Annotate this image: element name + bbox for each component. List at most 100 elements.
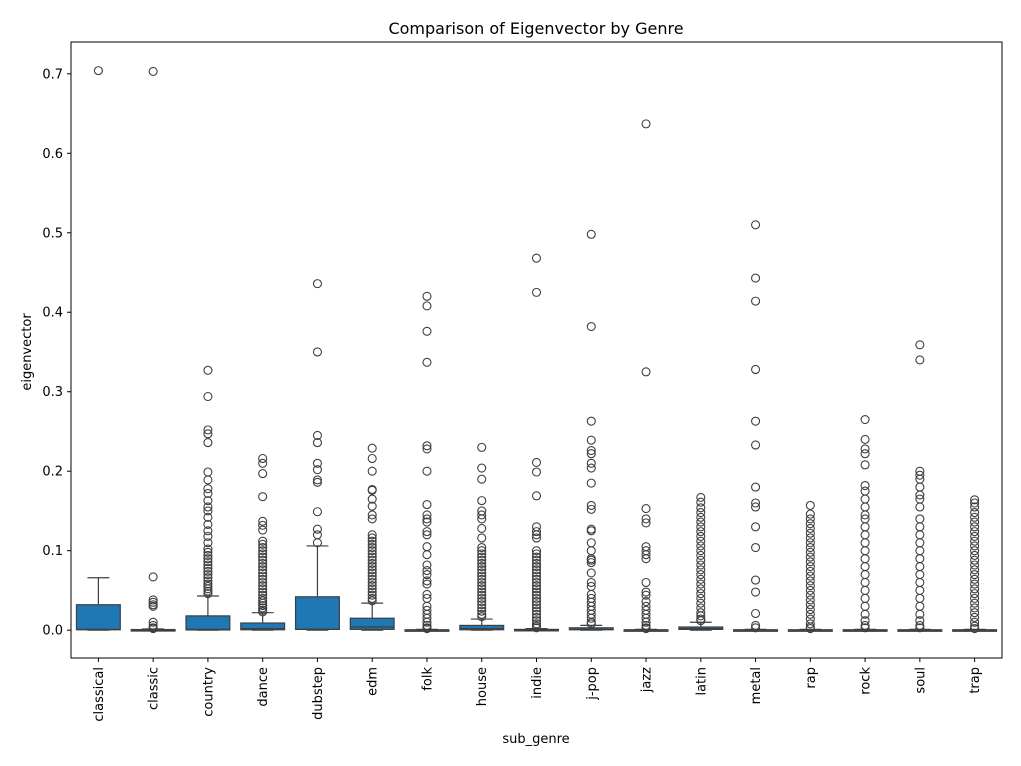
outlier-point <box>203 429 213 439</box>
outlier-point <box>586 558 596 568</box>
outlier-point <box>477 568 487 578</box>
outlier-point <box>696 527 706 537</box>
outlier-point <box>422 569 432 580</box>
outlier-point <box>477 587 487 597</box>
outlier-point <box>203 586 213 596</box>
outlier-point <box>586 416 596 426</box>
box-iqr <box>349 617 395 630</box>
outlier-point <box>860 510 870 520</box>
outlier-point <box>203 573 213 583</box>
outlier-point <box>586 619 596 629</box>
outlier-point <box>970 522 980 532</box>
outlier-point <box>805 600 815 610</box>
outlier-point <box>751 273 761 283</box>
outlier-point <box>641 590 651 600</box>
outlier-point <box>203 584 213 594</box>
outlier-point <box>696 584 706 594</box>
outlier-point <box>422 530 432 540</box>
outlier-point <box>641 587 651 597</box>
outlier-point <box>915 620 925 630</box>
outlier-point <box>203 547 213 557</box>
outlier-point <box>970 621 980 631</box>
outlier-point <box>203 544 213 554</box>
outlier-point <box>258 549 268 559</box>
outlier-point <box>477 562 487 572</box>
box-group-dubstep <box>294 279 340 631</box>
x-tick-label: indie <box>530 667 545 699</box>
outlier-point <box>258 581 268 591</box>
outlier-point <box>696 497 706 507</box>
outlier-point <box>641 620 651 630</box>
outlier-point <box>258 565 268 575</box>
outlier-point <box>970 507 980 518</box>
outlier-point <box>696 522 706 532</box>
outlier-point <box>258 584 268 594</box>
outlier-point <box>477 549 487 559</box>
outlier-point <box>258 587 268 597</box>
outlier-point <box>477 603 487 613</box>
outlier-point <box>805 509 815 519</box>
outlier-point <box>367 596 377 606</box>
x-tick-label: country <box>201 667 216 717</box>
outlier-point <box>203 438 213 448</box>
outlier-point <box>477 577 487 588</box>
x-tick-label: rock <box>859 667 874 695</box>
outlier-point <box>422 589 432 599</box>
outlier-point <box>477 584 487 594</box>
outlier-point <box>641 367 651 377</box>
outlier-point <box>531 549 542 559</box>
outlier-point <box>970 531 980 541</box>
boxes-layer <box>75 66 998 634</box>
outlier-point <box>367 587 377 597</box>
outlier-point <box>751 608 761 619</box>
outlier-point <box>970 569 980 580</box>
y-tick-label: 0.4 <box>42 306 63 321</box>
outlier-point <box>970 502 980 512</box>
outlier-point <box>367 574 377 584</box>
outlier-point <box>258 596 268 606</box>
outlier-point <box>367 510 377 520</box>
outlier-point <box>751 502 761 512</box>
outlier-point <box>258 536 268 546</box>
outlier-point <box>258 546 268 556</box>
outlier-point <box>258 542 268 553</box>
outlier-point <box>860 623 870 633</box>
outlier-point <box>367 577 377 588</box>
outlier-point <box>970 517 980 527</box>
y-axis-label: eigenvector <box>20 313 35 391</box>
outlier-point <box>696 541 706 551</box>
outlier-point <box>477 609 487 619</box>
outlier-point <box>422 357 432 367</box>
outlier-point <box>531 603 542 613</box>
outlier-point <box>696 565 706 575</box>
outlier-point <box>696 536 706 546</box>
outlier-point <box>641 554 651 564</box>
outlier-point <box>915 355 925 365</box>
outlier-point <box>970 603 980 613</box>
outlier-point <box>203 484 213 494</box>
outlier-point <box>805 519 815 529</box>
outlier-point <box>258 555 268 565</box>
outlier-point <box>641 514 651 524</box>
outlier-point <box>805 590 815 600</box>
outlier-point <box>751 623 761 633</box>
outlier-point <box>367 590 377 600</box>
outlier-point <box>641 550 651 560</box>
x-tick-label: classic <box>147 667 162 710</box>
outlier-point <box>860 444 870 454</box>
outlier-point <box>422 444 432 454</box>
outlier-point <box>696 574 706 584</box>
outlier-point <box>531 584 542 594</box>
outlier-point <box>258 539 268 549</box>
outlier-point <box>641 617 651 627</box>
outlier-point <box>312 524 322 534</box>
outlier-point <box>970 593 980 603</box>
outlier-point <box>531 527 542 537</box>
outlier-point <box>970 498 980 508</box>
outlier-point <box>751 416 761 426</box>
outlier-point <box>477 565 487 575</box>
outlier-point <box>477 514 487 524</box>
outlier-point <box>586 504 596 514</box>
outlier-point <box>422 291 432 301</box>
outlier-point <box>203 560 213 570</box>
